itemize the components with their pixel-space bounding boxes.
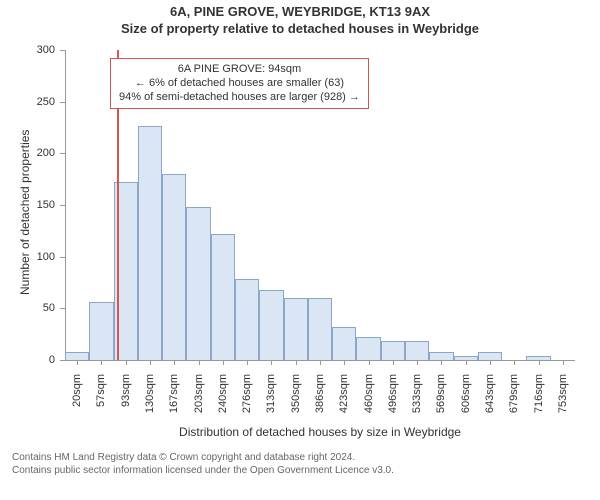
ytick-mark <box>60 205 65 206</box>
histogram-bar <box>138 126 162 360</box>
xtick-mark <box>174 360 175 365</box>
ytick-mark <box>60 308 65 309</box>
attribution-line-2: Contains public sector information licen… <box>12 465 394 478</box>
attribution-line-1: Contains HM Land Registry data © Crown c… <box>12 452 394 465</box>
histogram-bar <box>259 290 283 360</box>
xtick-mark <box>126 360 127 365</box>
histogram-bar <box>211 234 235 360</box>
ytick-label: 250 <box>0 96 55 108</box>
ytick-label: 200 <box>0 147 55 159</box>
xtick-label: 533sqm <box>411 374 423 434</box>
xtick-label: 20sqm <box>71 374 83 434</box>
xtick-label: 606sqm <box>460 374 472 434</box>
annotation-line: ← 6% of detached houses are smaller (63) <box>119 77 360 91</box>
ytick-mark <box>60 360 65 361</box>
xtick-label: 130sqm <box>144 374 156 434</box>
xtick-mark <box>223 360 224 365</box>
xtick-mark <box>417 360 418 365</box>
xtick-mark <box>490 360 491 365</box>
xtick-label: 276sqm <box>241 374 253 434</box>
annotation-box: 6A PINE GROVE: 94sqm← 6% of detached hou… <box>110 58 369 109</box>
xtick-label: 240sqm <box>217 374 229 434</box>
histogram-bar <box>478 352 502 360</box>
xtick-label: 93sqm <box>120 374 132 434</box>
ytick-label: 300 <box>0 44 55 56</box>
xtick-label: 57sqm <box>95 374 107 434</box>
xtick-label: 496sqm <box>387 374 399 434</box>
xtick-mark <box>563 360 564 365</box>
ytick-mark <box>60 153 65 154</box>
histogram-bar <box>162 174 186 360</box>
ytick-label: 150 <box>0 199 55 211</box>
attribution-text: Contains HM Land Registry data © Crown c… <box>12 452 394 477</box>
xtick-label: 167sqm <box>168 374 180 434</box>
xtick-mark <box>77 360 78 365</box>
ytick-label: 100 <box>0 251 55 263</box>
xtick-mark <box>101 360 102 365</box>
xtick-label: 716sqm <box>533 374 545 434</box>
histogram-bar <box>381 341 405 360</box>
ytick-label: 0 <box>0 354 55 366</box>
xtick-mark <box>539 360 540 365</box>
histogram-bar <box>284 298 308 360</box>
xtick-label: 350sqm <box>290 374 302 434</box>
xtick-label: 460sqm <box>363 374 375 434</box>
xtick-mark <box>514 360 515 365</box>
xtick-label: 679sqm <box>508 374 520 434</box>
xtick-label: 386sqm <box>314 374 326 434</box>
axis-left <box>65 50 66 360</box>
xtick-mark <box>199 360 200 365</box>
ytick-label: 50 <box>0 302 55 314</box>
histogram-bar <box>332 327 356 360</box>
xtick-mark <box>247 360 248 365</box>
annotation-line: 94% of semi-detached houses are larger (… <box>119 91 360 105</box>
histogram-bar <box>308 298 332 360</box>
xtick-mark <box>369 360 370 365</box>
xtick-label: 753sqm <box>557 374 569 434</box>
xtick-mark <box>466 360 467 365</box>
histogram-bar <box>235 279 259 360</box>
xtick-label: 423sqm <box>338 374 350 434</box>
xtick-mark <box>393 360 394 365</box>
histogram-bar <box>405 341 429 360</box>
xtick-label: 569sqm <box>435 374 447 434</box>
xtick-label: 643sqm <box>484 374 496 434</box>
xtick-mark <box>271 360 272 365</box>
ytick-mark <box>60 50 65 51</box>
histogram-bar <box>356 337 380 360</box>
histogram-bar <box>429 352 453 360</box>
xtick-mark <box>320 360 321 365</box>
chart-title-1: 6A, PINE GROVE, WEYBRIDGE, KT13 9AX <box>0 4 600 20</box>
xtick-mark <box>441 360 442 365</box>
xtick-label: 203sqm <box>193 374 205 434</box>
chart-container: 6A, PINE GROVE, WEYBRIDGE, KT13 9AX Size… <box>0 0 600 500</box>
xtick-mark <box>344 360 345 365</box>
ytick-mark <box>60 102 65 103</box>
xtick-label: 313sqm <box>265 374 277 434</box>
histogram-bar <box>89 302 113 360</box>
ytick-mark <box>60 257 65 258</box>
xtick-mark <box>150 360 151 365</box>
chart-title-2: Size of property relative to detached ho… <box>0 21 600 37</box>
xtick-mark <box>296 360 297 365</box>
histogram-bar <box>65 352 89 360</box>
histogram-bar <box>186 207 210 360</box>
annotation-line: 6A PINE GROVE: 94sqm <box>119 63 360 77</box>
